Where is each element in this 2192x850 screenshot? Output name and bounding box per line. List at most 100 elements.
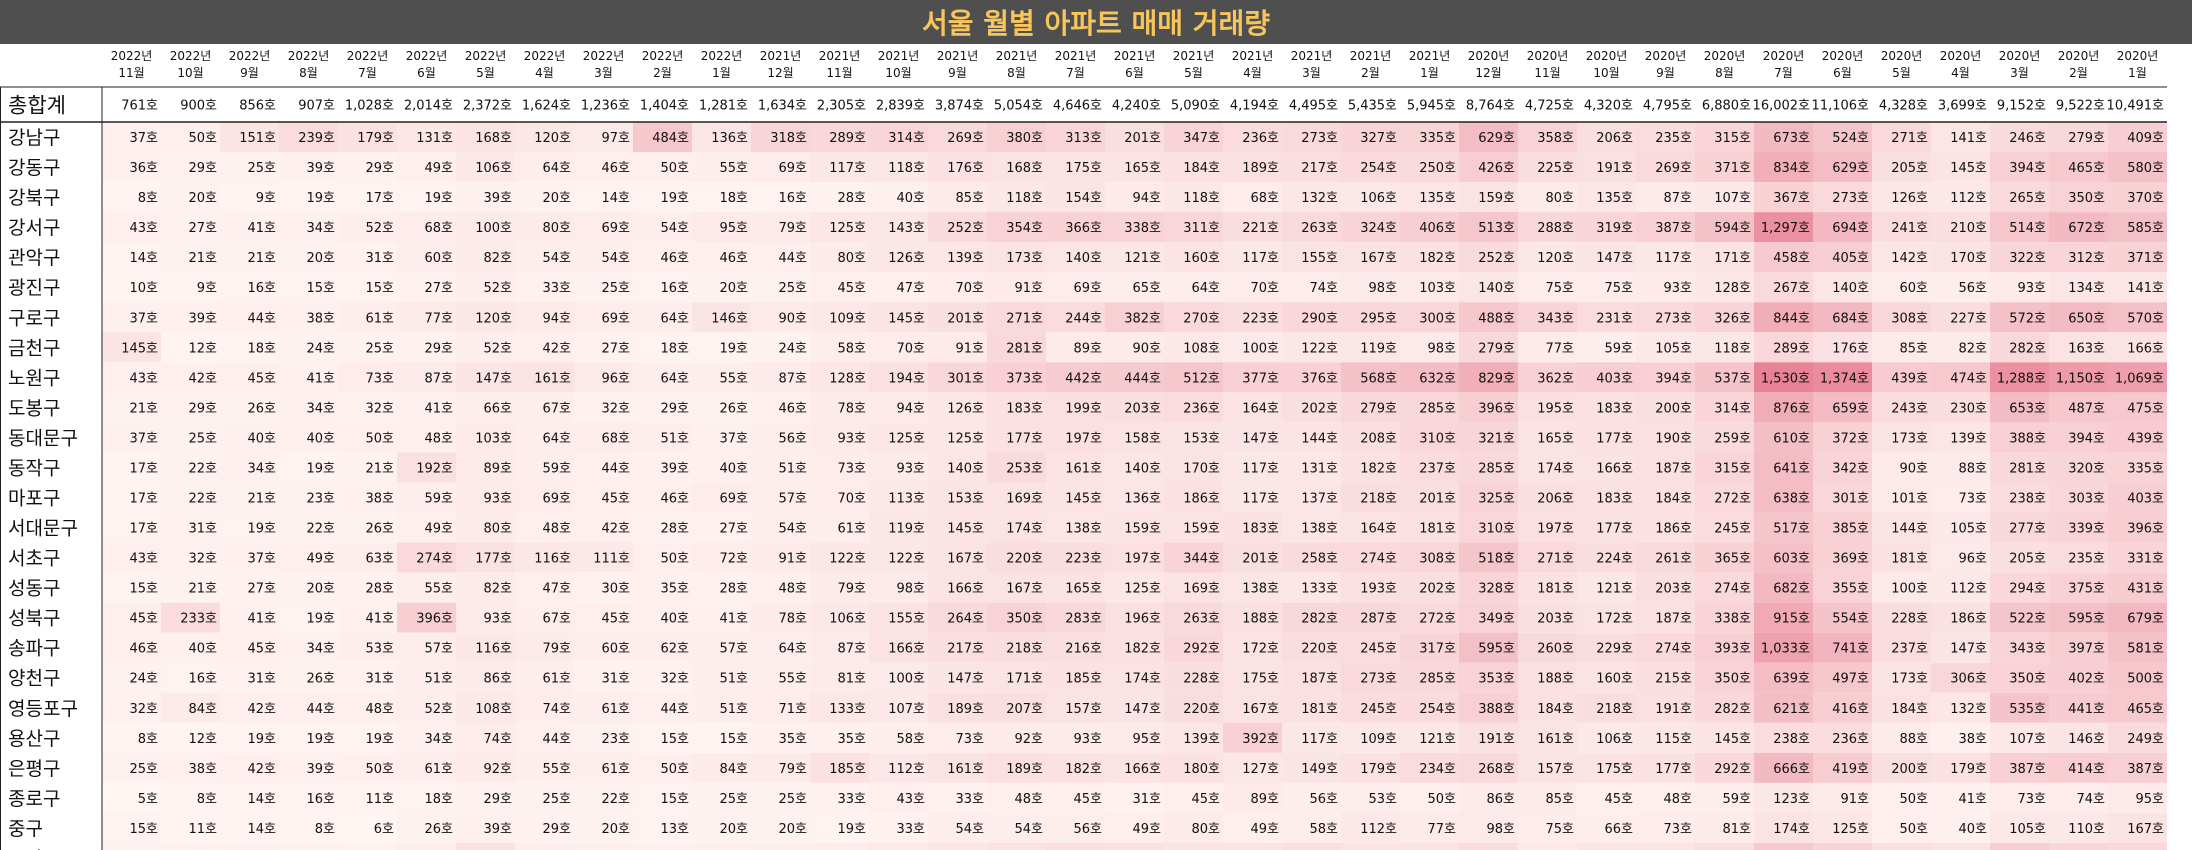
cell-value-label: 234호 bbox=[1419, 762, 1456, 777]
cell-value-label: 77호 bbox=[424, 311, 453, 326]
heatmap-cell bbox=[1282, 842, 1341, 850]
heatmap-cell bbox=[1813, 212, 1872, 243]
cell-value-label: 54호 bbox=[660, 221, 689, 236]
heatmap-cell bbox=[1282, 752, 1341, 783]
cell-value-label: 416호 bbox=[1832, 702, 1869, 717]
heatmap-cell bbox=[987, 482, 1046, 513]
heatmap-cell bbox=[1518, 242, 1577, 273]
heatmap-cell bbox=[1813, 302, 1872, 333]
heatmap-cell bbox=[397, 542, 456, 573]
heatmap-cell bbox=[1872, 122, 1931, 153]
cell-value-label: 409호 bbox=[2127, 131, 2164, 146]
cell-value-label: 392호 bbox=[1242, 732, 1279, 747]
heatmap-cell bbox=[692, 422, 751, 453]
heatmap-cell bbox=[633, 212, 692, 243]
column-header-month: 4월 bbox=[1951, 66, 1970, 80]
heatmap-cell bbox=[1223, 452, 1282, 483]
heatmap-cell bbox=[1754, 422, 1813, 453]
heatmap-cell bbox=[1931, 422, 1990, 453]
column-header-year: 2022년 bbox=[642, 49, 684, 63]
district-row-label: 강남구 bbox=[8, 127, 60, 149]
cell-value-label: 181호 bbox=[1419, 522, 1456, 537]
heatmap-cell bbox=[2049, 152, 2108, 183]
heatmap-cell bbox=[2108, 692, 2167, 723]
cell-value-label: 121호 bbox=[1419, 732, 1456, 747]
heatmap-cell bbox=[751, 422, 810, 453]
heatmap-cell bbox=[574, 332, 633, 363]
cell-value-label: 320호 bbox=[2068, 461, 2105, 476]
heatmap-cell bbox=[1105, 662, 1164, 693]
cell-value-label: 18호 bbox=[719, 191, 748, 206]
cell-value-label: 26호 bbox=[247, 401, 276, 416]
column-header-year: 2021년 bbox=[1350, 49, 1392, 63]
cell-value-label: 15호 bbox=[365, 281, 394, 296]
total-value-label: 10,491호 bbox=[2107, 99, 2164, 114]
column-header-month: 9월 bbox=[240, 66, 259, 80]
heatmap-cell bbox=[1164, 602, 1223, 633]
heatmap-cell bbox=[1695, 332, 1754, 363]
heatmap-cell bbox=[1105, 272, 1164, 303]
cell-value-label: 426호 bbox=[1478, 161, 1515, 176]
cell-value-label: 25호 bbox=[188, 431, 217, 446]
cell-value-label: 61호 bbox=[837, 522, 866, 537]
heatmap-cell bbox=[1636, 572, 1695, 603]
cell-value-label: 55호 bbox=[778, 672, 807, 687]
cell-value-label: 78호 bbox=[778, 612, 807, 627]
total-value-label: 856호 bbox=[239, 99, 276, 114]
heatmap-cell bbox=[692, 602, 751, 633]
cell-value-label: 221호 bbox=[1242, 221, 1279, 236]
cell-value-label: 51호 bbox=[778, 461, 807, 476]
cell-value-label: 350호 bbox=[1006, 612, 1043, 627]
column-header-month: 11월 bbox=[1534, 66, 1560, 80]
heatmap-cell bbox=[1046, 272, 1105, 303]
heatmap-cell bbox=[1164, 182, 1223, 213]
cell-value-label: 19호 bbox=[719, 341, 748, 356]
heatmap-cell bbox=[633, 302, 692, 333]
cell-value-label: 101호 bbox=[1891, 492, 1928, 507]
heatmap-cell bbox=[928, 152, 987, 183]
cell-value-label: 403호 bbox=[2127, 492, 2164, 507]
cell-value-label: 218호 bbox=[1006, 642, 1043, 657]
heatmap-cell bbox=[1223, 632, 1282, 663]
cell-value-label: 186호 bbox=[1183, 492, 1220, 507]
heatmap-cell bbox=[1990, 782, 2049, 813]
cell-value-label: 9호 bbox=[197, 281, 217, 296]
cell-value-label: 522호 bbox=[2009, 612, 2046, 627]
cell-value-label: 629호 bbox=[1478, 131, 1515, 146]
heatmap-cell bbox=[751, 692, 810, 723]
cell-value-label: 112호 bbox=[1360, 822, 1397, 837]
cell-value-label: 80호 bbox=[542, 221, 571, 236]
heatmap-cell bbox=[633, 752, 692, 783]
cell-value-label: 19호 bbox=[247, 522, 276, 537]
cell-value-label: 224호 bbox=[1596, 552, 1633, 567]
heatmap-cell bbox=[338, 272, 397, 303]
heatmap-cell bbox=[2049, 122, 2108, 153]
heatmap-cell bbox=[928, 362, 987, 393]
heatmap-cell bbox=[220, 482, 279, 513]
cell-value-label: 271호 bbox=[1891, 131, 1928, 146]
heatmap-cell bbox=[1046, 452, 1105, 483]
heatmap-cell bbox=[1459, 122, 1518, 153]
heatmap-cell bbox=[1105, 182, 1164, 213]
heatmap-cell bbox=[987, 152, 1046, 183]
heatmap-cell bbox=[161, 272, 220, 303]
heatmap-cell bbox=[574, 812, 633, 843]
cell-value-label: 187호 bbox=[1301, 672, 1338, 687]
total-value-label: 5,054호 bbox=[994, 99, 1043, 114]
cell-value-label: 33호 bbox=[542, 281, 571, 296]
column-header-month: 10월 bbox=[885, 66, 911, 80]
cell-value-label: 14호 bbox=[247, 822, 276, 837]
heatmap-cell bbox=[810, 182, 869, 213]
heatmap-cell bbox=[1931, 782, 1990, 813]
column-header-month: 6월 bbox=[1833, 66, 1852, 80]
heatmap-cell bbox=[279, 812, 338, 843]
heatmap-cell bbox=[810, 212, 869, 243]
cell-value-label: 26호 bbox=[424, 822, 453, 837]
heatmap-cell bbox=[2108, 482, 2167, 513]
cell-value-label: 220호 bbox=[1006, 552, 1043, 567]
cell-value-label: 166호 bbox=[888, 642, 925, 657]
cell-value-label: 44호 bbox=[660, 702, 689, 717]
heatmap-cell bbox=[633, 362, 692, 393]
cell-value-label: 694호 bbox=[1832, 221, 1869, 236]
heatmap-cell bbox=[1341, 422, 1400, 453]
